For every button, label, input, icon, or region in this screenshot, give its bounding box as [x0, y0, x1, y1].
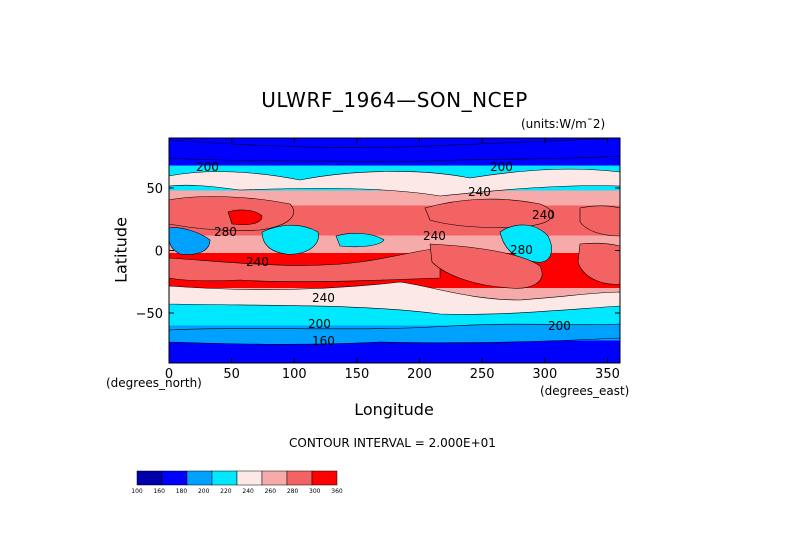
maritime-continent-cold — [261, 224, 319, 255]
x-tick-label: 200 — [407, 367, 432, 382]
contour-label: 280 — [510, 243, 533, 257]
y-tick-label: 0 — [155, 245, 163, 260]
contour-label: 240 — [423, 229, 446, 243]
south-atlantic-warm — [577, 242, 620, 285]
chart-title: ULWRF_1964—SON_NCEP — [261, 88, 528, 112]
contour-interval-note: CONTOUR INTERVAL = 2.000E+01 — [289, 436, 496, 450]
y-axis-ticks: 50 0 −50 — [136, 182, 620, 322]
colorbar-swatch — [286, 470, 313, 486]
equatorial-cold-patch — [335, 233, 385, 248]
y-unit-label: (degrees_north) — [106, 376, 202, 390]
colorbar-label: 240 — [242, 488, 254, 495]
colorbar-label: 200 — [198, 488, 210, 495]
colorbar-swatch — [161, 470, 188, 486]
pacific-warm-region — [424, 198, 553, 228]
contour-label: 160 — [312, 334, 335, 348]
x-tick-label: 150 — [345, 367, 370, 382]
colorbar: 100 160 180 200 220 240 260 280 300 360 — [131, 470, 343, 495]
colorbar-label: 100 — [131, 488, 143, 495]
units-label: (units:W/m¯2) — [521, 117, 606, 131]
contour-label: 240 — [532, 208, 555, 222]
heatmap-features — [169, 138, 620, 345]
arctic-edge-band — [169, 138, 620, 163]
x-axis-ticks: 0 50 100 150 200 250 300 350 — [165, 138, 620, 382]
north-subtropic-band — [169, 168, 620, 197]
x-tick-label: 50 — [223, 367, 240, 382]
y-tick-label: 50 — [146, 182, 163, 197]
colorbar-swatch — [211, 470, 238, 486]
contour-label: 240 — [246, 255, 269, 269]
x-axis-label: Longitude — [354, 400, 434, 419]
x-tick-label: 300 — [532, 367, 557, 382]
contour-label: 280 — [214, 225, 237, 239]
south-america-cold — [499, 224, 552, 263]
sahara-hot-spot — [227, 209, 263, 226]
south-subtropic-band — [169, 281, 620, 315]
colorbar-label: 280 — [287, 488, 299, 495]
x-tick-label: 0 — [165, 367, 173, 382]
colorbar-swatch — [136, 470, 163, 486]
band-antarctic — [169, 340, 620, 363]
contour-label: 200 — [548, 319, 571, 333]
east-warm-region — [579, 205, 620, 237]
colorbar-label: 180 — [176, 488, 188, 495]
colorbar-swatch — [311, 470, 338, 486]
contour-label: 240 — [312, 291, 335, 305]
colorbar-label: 220 — [220, 488, 232, 495]
x-tick-label: 100 — [282, 367, 307, 382]
contour-label: 200 — [490, 160, 513, 174]
colorbar-label: 160 — [153, 488, 165, 495]
colorbar-label: 360 — [331, 488, 343, 495]
contour-label: 200 — [308, 317, 331, 331]
south-indian-warm — [169, 247, 441, 283]
x-tick-label: 350 — [595, 367, 620, 382]
southern-ocean-band — [169, 323, 620, 345]
contour-label: 240 — [468, 185, 491, 199]
colorbar-swatch — [261, 470, 288, 486]
colorbar-swatch — [186, 470, 213, 486]
west-equatorial-cold — [169, 227, 211, 255]
contour-label: 200 — [196, 160, 219, 174]
contour-labels: 200 200 240 240 240 280 240 280 240 200 200 160 — [196, 160, 571, 348]
x-tick-label: 250 — [470, 367, 495, 382]
x-unit-label: (degrees_east) — [540, 384, 630, 398]
south-pacific-warm — [429, 243, 543, 289]
y-tick-label: −50 — [136, 307, 163, 322]
colorbar-label: 260 — [265, 488, 277, 495]
colorbar-swatch — [236, 470, 263, 486]
colorbar-label: 300 — [309, 488, 321, 495]
